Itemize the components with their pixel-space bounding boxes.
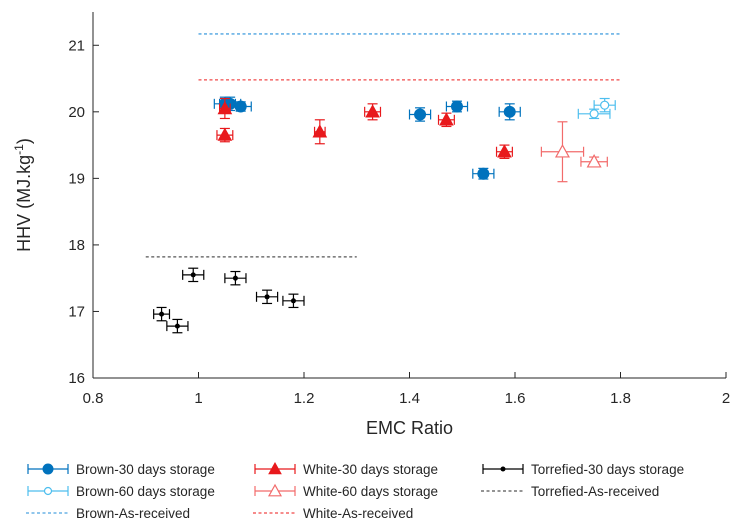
series-group [153, 267, 305, 334]
series-point [445, 100, 469, 113]
legend-entry: White-As-received [253, 506, 413, 521]
x-tick-label: 1.4 [399, 390, 420, 407]
series-group [213, 96, 521, 180]
y-tick-label: 21 [68, 37, 85, 54]
data-point [217, 100, 233, 115]
series-point [577, 108, 611, 120]
series-point [540, 121, 585, 183]
legend-label: White-60 days storage [303, 484, 438, 499]
legend-label: Torrefied-30 days storage [531, 462, 684, 477]
legend: Brown-30 days storage Brown-60 days stora… [26, 461, 684, 521]
data-point [500, 466, 506, 472]
legend-label: Torrefied-As-received [531, 484, 659, 499]
legend-entry: White-60 days storage [254, 483, 438, 499]
data-point [42, 463, 54, 475]
series-point [408, 107, 432, 122]
series-point [364, 103, 382, 121]
data-point [586, 153, 602, 168]
x-tick-label: 0.8 [83, 390, 104, 407]
legend-label: Brown-As-received [76, 506, 190, 521]
data-point [217, 127, 233, 141]
x-axis-title: EMC Ratio [366, 418, 453, 438]
series-group [540, 121, 608, 183]
data-point [600, 100, 610, 110]
y-tick-label: 16 [68, 370, 85, 387]
legend-label: White-30 days storage [303, 462, 438, 477]
series-point [312, 119, 328, 145]
series-point [282, 293, 305, 309]
series-group [216, 97, 513, 159]
data-point [43, 486, 53, 496]
legend-entry: White-30 days storage [254, 461, 438, 477]
x-tick-label: 1.6 [505, 390, 526, 407]
data-point [365, 104, 380, 118]
data-point [174, 323, 180, 329]
y-tick-label: 20 [68, 104, 85, 121]
y-tick-label: 18 [68, 237, 85, 254]
series-point [166, 318, 189, 334]
series-point [255, 289, 279, 305]
legend-label: Brown-30 days storage [76, 462, 215, 477]
reference-lines [145, 33, 621, 258]
x-tick-label: 1.2 [294, 390, 315, 407]
y-axis-title-close: ) [14, 138, 34, 144]
series-group [577, 97, 616, 120]
data-point [497, 144, 512, 158]
error-bars [166, 318, 189, 334]
data-point [268, 461, 282, 475]
data-point [450, 100, 463, 113]
y-axis-title: HHV (MJ.kg-1) [12, 138, 34, 252]
x-tick-label: 1.8 [610, 390, 631, 407]
data-point [267, 483, 283, 497]
x-tick-label: 2 [722, 390, 730, 407]
data-point [159, 311, 165, 317]
series-point [580, 153, 608, 168]
data-point [439, 112, 454, 126]
y-tick-label: 19 [68, 170, 85, 187]
series-point [437, 112, 455, 128]
legend-label: White-As-received [303, 506, 413, 521]
data-point [477, 167, 490, 180]
legend-entry: Brown-As-received [26, 506, 190, 521]
plot-marks [153, 96, 616, 334]
data-point [190, 272, 196, 278]
series-point [472, 167, 495, 180]
series-point [217, 97, 233, 120]
legend-entry: Brown-60 days storage [27, 484, 215, 499]
series-point [182, 267, 205, 283]
series-point [498, 103, 521, 121]
series-point [229, 100, 252, 113]
data-point [554, 144, 570, 158]
data-point [503, 105, 516, 118]
legend-entry: Torrefied-As-received [481, 484, 659, 499]
data-point [232, 275, 238, 281]
legend-entry: Torrefied-30 days storage [482, 462, 684, 477]
data-point [264, 294, 270, 300]
legend-entry: Brown-30 days storage [27, 462, 215, 477]
axes: 0.8 1 1.2 1.4 1.6 1.8 2 16 17 18 19 20 21 [68, 12, 730, 407]
x-ticks: 0.8 1 1.2 1.4 1.6 1.8 2 [83, 372, 730, 407]
y-axis-title-main: HHV (MJ.kg [14, 155, 34, 252]
data-point [589, 109, 599, 119]
series-point [224, 270, 247, 286]
legend-label: Brown-60 days storage [76, 484, 215, 499]
series-point [593, 97, 616, 113]
y-tick-label: 17 [68, 303, 85, 320]
data-point [312, 124, 328, 138]
data-point [290, 298, 296, 304]
series-point [153, 306, 171, 322]
x-tick-label: 1 [194, 390, 202, 407]
data-point [234, 100, 247, 113]
series-point [495, 144, 513, 159]
y-axis-title-superscript: -1 [12, 144, 26, 155]
y-ticks: 16 17 18 19 20 21 [68, 37, 99, 387]
data-point [414, 108, 427, 121]
series-point [216, 127, 234, 143]
